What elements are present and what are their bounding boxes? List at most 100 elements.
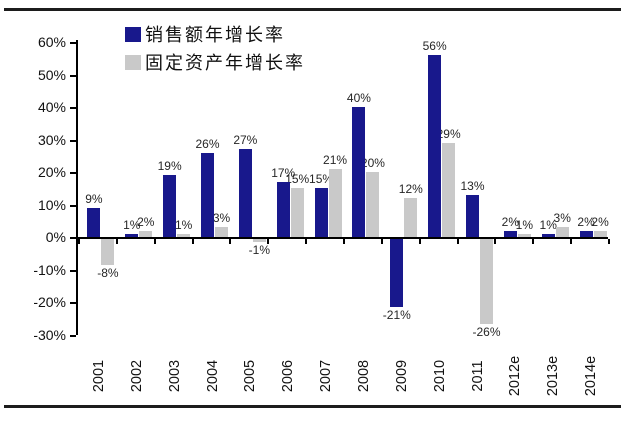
y-tick-label: -30% — [33, 326, 66, 343]
fixed-asset-growth-swatch-icon — [125, 54, 141, 70]
bar-value-label: -26% — [472, 324, 501, 339]
x-axis-line — [76, 237, 608, 239]
y-tick-label: 50% — [37, 66, 66, 83]
bar-value-label: 21% — [323, 152, 348, 167]
y-tick-label: 40% — [37, 99, 66, 115]
x-category-label: 2002 — [128, 359, 145, 393]
x-tick — [191, 239, 194, 244]
fixed-asset-growth-bar — [366, 172, 380, 237]
fixed-asset-growth-bar — [252, 239, 266, 243]
bar-value-label: 9% — [85, 191, 103, 206]
x-category-label: 2005 — [242, 359, 259, 393]
sales-growth-bar — [352, 107, 366, 237]
bar-value-label: 1% — [123, 217, 141, 232]
fixed-asset-growth-bar — [139, 230, 153, 237]
x-category-label: 2003 — [166, 359, 183, 393]
fixed-asset-growth-bar — [177, 233, 191, 237]
y-tick-label: -20% — [33, 294, 66, 310]
bar-value-label: 1% — [174, 217, 193, 232]
legend-item-fixed-asset-growth: 固定资产年增长率 — [125, 48, 305, 76]
bar-value-label: -21% — [382, 308, 411, 323]
bar-value-label: 3% — [212, 211, 231, 226]
fixed-asset-growth-bar — [404, 198, 418, 237]
y-tick — [70, 74, 76, 77]
sales-growth-bar — [541, 233, 555, 237]
y-tick — [70, 172, 76, 174]
x-category-label: 2006 — [280, 359, 297, 393]
y-tick-label: 60% — [37, 34, 66, 50]
legend-label-fixed-asset-growth: 固定资产年增长率 — [145, 53, 305, 73]
sales-growth-bar — [87, 207, 101, 237]
y-axis-line — [76, 40, 78, 335]
x-tick — [78, 239, 80, 244]
sales-growth-bar — [466, 194, 479, 237]
bar-value-label: 15% — [309, 172, 334, 187]
fixed-asset-growth-bar — [593, 230, 607, 237]
sales-growth-swatch-icon — [125, 26, 141, 42]
x-category-label: 2007 — [318, 359, 335, 393]
bar-value-label: 2% — [137, 214, 155, 229]
y-tick — [70, 204, 76, 207]
x-tick — [267, 239, 270, 244]
sales-growth-bar — [238, 149, 252, 237]
sales-growth-bar — [390, 239, 404, 308]
bar-value-label: 1% — [515, 217, 534, 232]
y-tick — [70, 269, 76, 272]
legend-item-sales-growth: 销售额年增长率 — [125, 20, 305, 48]
bar-value-label: 13% — [460, 178, 485, 193]
y-tick — [70, 107, 76, 109]
top-rule — [4, 8, 621, 11]
y-tick — [70, 334, 76, 337]
bar-value-label: 3% — [553, 211, 571, 226]
x-category-label: 2004 — [204, 359, 221, 393]
x-category-label: 2013e — [545, 355, 562, 397]
legend-label-sales-growth: 销售额年增长率 — [145, 25, 285, 45]
y-tick-label: -10% — [33, 261, 66, 278]
fixed-asset-growth-bar — [555, 227, 569, 237]
sales-growth-bar — [314, 188, 328, 237]
y-tick-label: 0% — [45, 229, 66, 245]
x-category-label: 2009 — [393, 359, 410, 393]
x-category-label: 2012e — [507, 355, 524, 397]
x-tick — [380, 239, 383, 244]
sales-growth-bar — [163, 175, 177, 237]
bar-value-label: 2% — [591, 214, 609, 229]
fixed-asset-growth-bar — [290, 188, 304, 237]
legend: 销售额年增长率 固定资产年增长率 — [125, 20, 305, 76]
sales-growth-bar — [201, 152, 214, 237]
x-tick — [608, 239, 610, 244]
x-category-label: 2014e — [583, 355, 600, 397]
bottom-rule — [4, 405, 621, 408]
bar-value-label: 17% — [271, 165, 296, 180]
bar-value-label: 26% — [195, 136, 220, 151]
x-tick — [418, 239, 421, 244]
sales-growth-bar — [276, 181, 290, 237]
fixed-asset-growth-bar — [215, 227, 228, 237]
sales-growth-bar — [579, 230, 593, 237]
y-tick — [70, 302, 76, 304]
bar-value-label: 2% — [577, 214, 595, 229]
bar-value-label: 2% — [501, 214, 520, 229]
y-tick — [70, 139, 76, 142]
bar-value-label: 12% — [398, 182, 423, 196]
y-tick-label: 20% — [37, 164, 66, 180]
sales-growth-bar — [125, 233, 139, 237]
sales-growth-bar — [503, 230, 517, 237]
fixed-asset-growth-bar — [101, 239, 115, 265]
fixed-asset-growth-bar — [328, 168, 342, 237]
x-tick — [456, 239, 459, 244]
bar-value-label: 29% — [436, 126, 461, 141]
bar-value-label: -1% — [248, 243, 271, 258]
y-tick — [70, 237, 76, 239]
x-category-label: 2001 — [90, 359, 107, 393]
x-category-label: 2010 — [431, 359, 448, 393]
y-tick — [70, 42, 76, 44]
x-category-label: 2008 — [355, 359, 372, 393]
x-tick — [494, 239, 497, 244]
bar-value-label: 19% — [157, 159, 182, 174]
bar-value-label: 56% — [422, 39, 447, 53]
x-tick — [153, 239, 156, 244]
fixed-asset-growth-bar — [442, 142, 456, 237]
